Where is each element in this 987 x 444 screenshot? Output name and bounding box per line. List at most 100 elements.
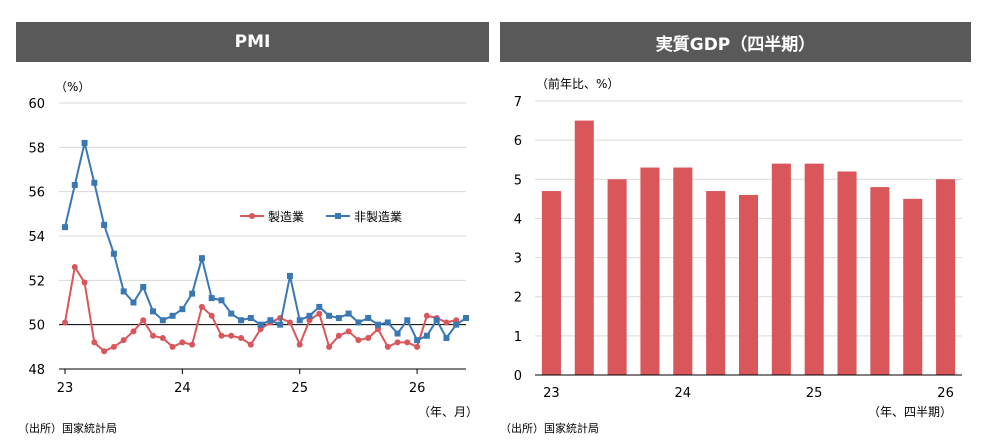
pmi-non-manufacturing-point <box>374 321 381 328</box>
pmi-panel-header: PMI <box>16 22 489 62</box>
pmi-x-axis-label: （年、月） <box>418 405 478 419</box>
pmi-y-tick-label: 54 <box>28 230 45 245</box>
pmi-non-manufacturing-point <box>316 303 323 310</box>
pmi-series-line-non-manufacturing <box>64 142 467 342</box>
pmi-non-manufacturing-point <box>296 317 303 324</box>
pmi-non-manufacturing-point <box>140 283 147 290</box>
pmi-non-manufacturing-point <box>267 317 274 324</box>
pmi-manufacturing-point <box>394 339 401 346</box>
gdp-chart-title: 実質GDP（四半期） <box>655 34 816 55</box>
pmi-manufacturing-point <box>384 343 391 350</box>
gdp-bar <box>640 167 660 375</box>
pmi-non-manufacturing-point <box>326 312 333 319</box>
pmi-manufacturing-point <box>110 343 117 350</box>
pmi-non-manufacturing-point <box>247 315 254 322</box>
gdp-y-tick-label: 6 <box>514 134 522 149</box>
pmi-non-manufacturing-point <box>189 290 196 297</box>
pmi-non-manufacturing-point <box>81 139 88 146</box>
pmi-y-tick-label: 56 <box>28 186 45 201</box>
pmi-manufacturing-point <box>120 337 127 344</box>
pmi-manufacturing-point <box>238 334 245 341</box>
pmi-non-manufacturing-point <box>306 312 313 319</box>
pmi-non-manufacturing-point <box>443 334 450 341</box>
pmi-non-manufacturing-point <box>238 317 245 324</box>
gdp-bar <box>541 191 561 375</box>
pmi-non-manufacturing-point <box>384 319 391 326</box>
pmi-non-manufacturing-point <box>423 332 430 339</box>
gdp-bar <box>837 171 857 375</box>
pmi-non-manufacturing-point <box>414 337 421 344</box>
pmi-non-manufacturing-point <box>404 317 411 324</box>
pmi-non-manufacturing-point <box>130 299 137 306</box>
legend-non-manufacturing-label: 非製造業 <box>354 210 402 224</box>
pmi-manufacturing-point <box>189 341 196 348</box>
gdp-bar <box>673 167 693 375</box>
gdp-bar <box>771 163 791 375</box>
pmi-manufacturing-point <box>169 343 176 350</box>
gdp-x-tick-label: 26 <box>937 386 954 401</box>
gdp-y-tick-label: 1 <box>514 330 522 345</box>
pmi-x-tick-label: 26 <box>409 381 426 396</box>
pmi-manufacturing-point <box>208 312 215 319</box>
pmi-source-note: （出所）国家統計局 <box>18 422 117 435</box>
pmi-non-manufacturing-point <box>110 250 117 257</box>
gdp-source-note: （出所）国家統計局 <box>500 422 599 435</box>
gdp-bar <box>903 198 923 375</box>
pmi-manufacturing-point <box>228 332 235 339</box>
pmi-non-manufacturing-point <box>463 315 469 322</box>
pmi-manufacturing-point <box>404 339 411 346</box>
pmi-manufacturing-point <box>140 317 147 324</box>
pmi-non-manufacturing-point <box>394 330 401 337</box>
pmi-non-manufacturing-point <box>101 221 108 228</box>
pmi-manufacturing-point <box>335 332 342 339</box>
gdp-y-tick-label: 2 <box>514 291 522 306</box>
legend-non-manufacturing-marker <box>335 213 341 219</box>
pmi-non-manufacturing-point <box>345 310 352 317</box>
pmi-non-manufacturing-point <box>208 295 215 302</box>
pmi-non-manufacturing-point <box>62 224 68 231</box>
pmi-non-manufacturing-point <box>355 319 362 326</box>
pmi-non-manufacturing-point <box>335 315 342 322</box>
pmi-y-tick-label: 50 <box>28 319 45 334</box>
pmi-non-manufacturing-point <box>169 312 176 319</box>
pmi-y-tick-label: 60 <box>28 97 45 112</box>
pmi-non-manufacturing-point <box>71 182 78 189</box>
pmi-manufacturing-point <box>414 343 421 350</box>
pmi-manufacturing-point <box>101 348 108 355</box>
gdp-y-tick-label: 3 <box>514 252 522 267</box>
gdp-panel-header: 実質GDP（四半期） <box>500 22 971 62</box>
pmi-manufacturing-point <box>365 334 372 341</box>
pmi-manufacturing-point <box>159 334 166 341</box>
pmi-y-tick-label: 48 <box>28 363 45 378</box>
gdp-y-tick-label: 4 <box>514 212 522 227</box>
pmi-manufacturing-point <box>316 310 323 317</box>
gdp-x-tick-label: 25 <box>806 386 823 401</box>
pmi-non-manufacturing-point <box>277 321 284 328</box>
gdp-x-axis-label: （年、四半期） <box>868 405 952 419</box>
pmi-manufacturing-point <box>71 264 78 271</box>
pmi-non-manufacturing-point <box>286 272 293 279</box>
pmi-manufacturing-point <box>355 337 362 344</box>
gdp-y-tick-label: 0 <box>514 369 522 384</box>
legend-manufacturing-label: 製造業 <box>268 210 304 224</box>
pmi-non-manufacturing-point <box>257 321 264 328</box>
pmi-non-manufacturing-point <box>453 321 460 328</box>
pmi-x-tick-label: 23 <box>57 381 74 396</box>
pmi-manufacturing-point <box>286 319 293 326</box>
pmi-manufacturing-point <box>345 328 352 335</box>
pmi-non-manufacturing-point <box>150 308 157 315</box>
pmi-manufacturing-point <box>81 279 88 286</box>
gdp-bar <box>804 163 824 375</box>
gdp-bar <box>706 191 726 375</box>
pmi-non-manufacturing-point <box>218 297 225 304</box>
gdp-bar <box>607 179 627 375</box>
pmi-manufacturing-point <box>91 339 98 346</box>
pmi-non-manufacturing-point <box>365 315 372 322</box>
gdp-y-axis-label: （前年比、%） <box>536 76 619 91</box>
pmi-non-manufacturing-point <box>159 317 166 324</box>
pmi-manufacturing-point <box>179 339 186 346</box>
gdp-bar <box>574 120 594 375</box>
gdp-x-tick-label: 24 <box>675 386 692 401</box>
pmi-manufacturing-point <box>296 341 303 348</box>
